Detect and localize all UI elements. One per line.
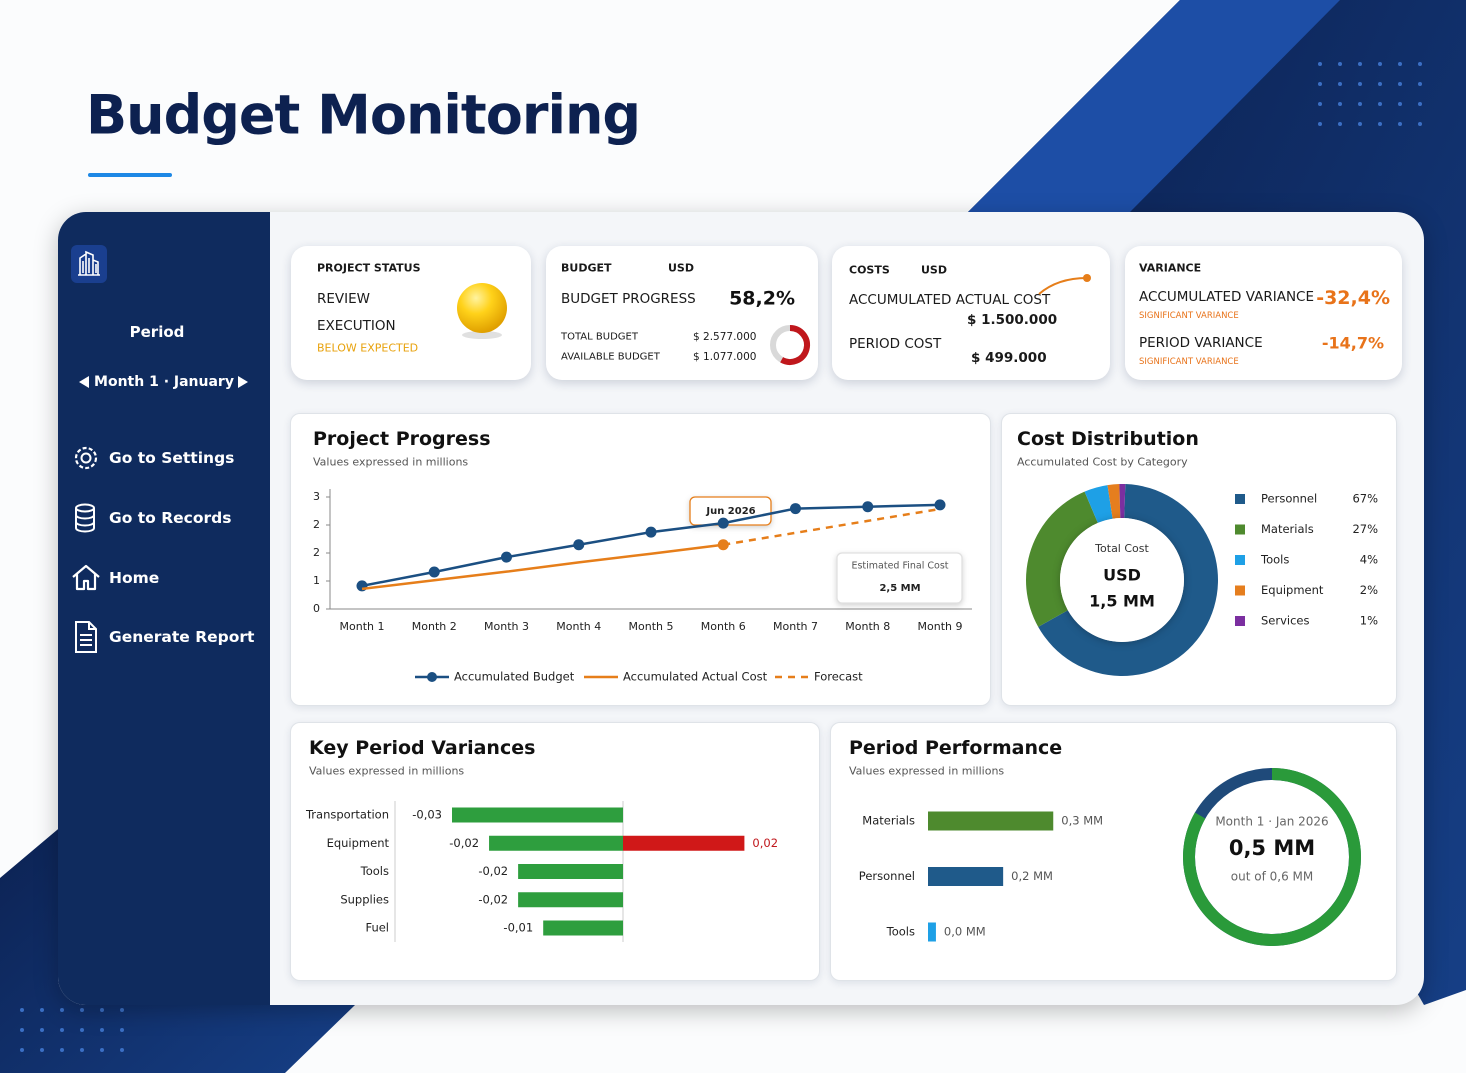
bg-stripe	[968, 0, 1340, 212]
card-title: VARIANCE	[1139, 261, 1202, 275]
performance-panel	[830, 722, 1397, 981]
report-icon[interactable]	[73, 620, 99, 654]
records-icon[interactable]	[72, 502, 100, 534]
variance-value: -32,4%	[1316, 287, 1390, 309]
card-unit: USD	[668, 261, 694, 275]
logo-icon	[71, 245, 107, 283]
nav-item[interactable]: Generate Report	[109, 628, 255, 646]
panel-subtitle: Values expressed in millions	[309, 764, 465, 778]
card-unit: USD	[921, 263, 947, 277]
variance-label: ACCUMULATED VARIANCE	[1139, 289, 1314, 305]
period-value: Month 1 · January	[94, 374, 234, 390]
status-indicator	[457, 283, 507, 339]
budget-row-value: $ 2.577.000	[693, 331, 757, 343]
dot-pattern	[20, 62, 1422, 1052]
budget-row-value: $ 1.077.000	[693, 351, 757, 363]
panel-title: Project Progress	[313, 428, 491, 450]
prev-period[interactable]	[77, 375, 91, 389]
variance-note: SIGNIFICANT VARIANCE	[1139, 357, 1239, 367]
variance-card	[1125, 246, 1402, 380]
variance-value: -14,7%	[1321, 333, 1384, 353]
period-label: Period	[129, 323, 185, 341]
home-icon[interactable]	[70, 562, 102, 594]
panel-subtitle: Values expressed in millions	[313, 455, 469, 469]
nav-item[interactable]: Home	[109, 569, 160, 587]
cost-sparkline	[1038, 274, 1091, 295]
panel-subtitle: Accumulated Cost by Category	[1017, 455, 1188, 469]
variance-label: PERIOD VARIANCE	[1139, 335, 1263, 351]
panel-subtitle: Values expressed in millions	[849, 764, 1005, 778]
cost-label: ACCUMULATED ACTUAL COST	[849, 292, 1051, 308]
status-line: REVIEW	[317, 291, 371, 307]
page-title: Budget Monitoring	[86, 83, 641, 147]
sidebar	[58, 212, 270, 1005]
variance-note: SIGNIFICANT VARIANCE	[1139, 311, 1239, 321]
cost-value: $ 1.500.000	[967, 312, 1058, 328]
settings-icon[interactable]	[70, 442, 102, 474]
next-period[interactable]	[236, 375, 250, 389]
card-title: BUDGET	[561, 261, 612, 275]
title-underline	[88, 173, 172, 177]
card-title: PROJECT STATUS	[317, 261, 421, 275]
costs-card	[832, 246, 1110, 380]
panel-title: Cost Distribution	[1017, 428, 1199, 450]
status-line: EXECUTION	[317, 318, 396, 334]
variances-panel	[290, 722, 820, 981]
budget-row-label: TOTAL BUDGET	[561, 331, 638, 343]
status-note: BELOW EXPECTED	[317, 341, 419, 355]
nav-item[interactable]: Go to Settings	[109, 449, 235, 467]
panel-title: Period Performance	[849, 737, 1063, 759]
nav-item[interactable]: Go to Records	[109, 509, 232, 527]
cost-label: PERIOD COST	[849, 336, 942, 352]
panel-title: Key Period Variances	[309, 737, 536, 759]
cost-value: $ 499.000	[971, 350, 1047, 366]
card-title: COSTS	[849, 263, 890, 277]
budget-row-label: AVAILABLE BUDGET	[561, 351, 660, 363]
